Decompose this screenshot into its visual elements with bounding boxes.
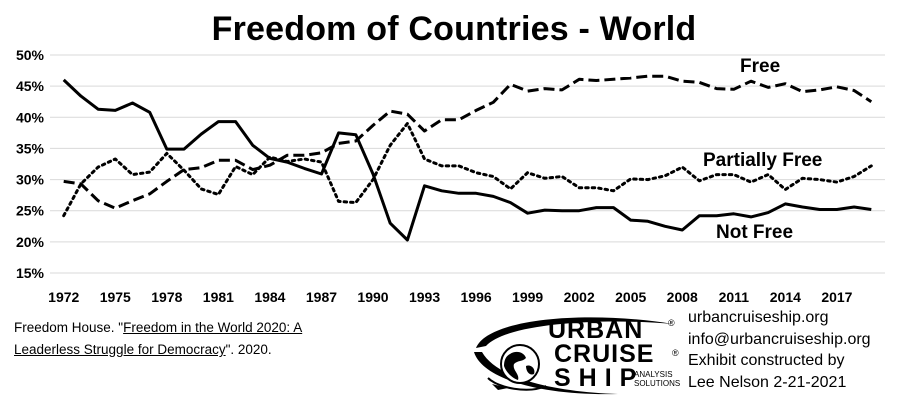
- logo-text-ship: SHIP: [554, 364, 645, 392]
- contact-block: urbancruiseship.org info@urbancruiseship…: [688, 307, 871, 393]
- contact-website[interactable]: urbancruiseship.org: [688, 309, 829, 326]
- x-tick-label: 2017: [821, 289, 852, 305]
- y-tick-label: 30%: [16, 172, 45, 188]
- contact-author-date: Lee Nelson 2-21-2021: [688, 373, 847, 391]
- contact-email[interactable]: info@urbancruiseship.org: [688, 330, 871, 348]
- source-citation: Freedom House. "Freedom in the World 202…: [14, 317, 344, 361]
- x-tick-label: 2014: [770, 289, 801, 305]
- x-axis-ticks: 1972 1975 1978 1981 1984 1987 1990 1993 1996 1999…: [48, 289, 853, 305]
- y-tick-label: 40%: [16, 109, 45, 125]
- x-tick-label: 1999: [512, 289, 543, 305]
- x-tick-label: 1990: [357, 289, 388, 305]
- y-tick-label: 20%: [16, 234, 45, 250]
- series-line-partially-free: [62, 122, 873, 218]
- logo-registered-mark-2: ®: [672, 348, 679, 358]
- chart-title: Freedom of Countries - World: [211, 10, 697, 48]
- citation-prefix: Freedom House. ": [14, 320, 124, 335]
- line-chart: 50% 45% 40% 35% 30% 25% 20% 15% 1972 1975 1978 198…: [16, 47, 885, 305]
- x-tick-label: 1987: [306, 289, 337, 305]
- x-tick-label: 1972: [48, 289, 79, 305]
- y-tick-label: 15%: [16, 265, 45, 281]
- x-tick-label: 1984: [254, 289, 285, 305]
- y-tick-label: 35%: [16, 140, 45, 156]
- x-tick-label: 2011: [719, 289, 750, 305]
- series-line-free: [63, 74, 873, 210]
- x-tick-label: 2008: [667, 289, 698, 305]
- contact-credit: Exhibit constructed by: [688, 352, 845, 369]
- x-tick-label: 1978: [151, 289, 182, 305]
- citation-link[interactable]: Freedom in the World 2020: A Leaderless …: [14, 320, 303, 357]
- series-labels: Free Partially Free Not Free: [703, 56, 822, 243]
- x-tick-label: 1975: [100, 289, 131, 305]
- logo-registered-mark: ®: [668, 318, 675, 328]
- series-line-not-free: [62, 78, 872, 242]
- logo-sub-solutions: SOLUTIONS: [634, 379, 681, 388]
- globe-ship-logo-icon: [474, 317, 673, 395]
- series-label-partially-free: Partially Free: [703, 150, 822, 171]
- series-label-not-free: Not Free: [716, 222, 793, 243]
- x-tick-label: 2005: [615, 289, 646, 305]
- logo-text-cruise: CRUISE: [554, 340, 655, 368]
- gridlines: [50, 54, 885, 274]
- logo-subtitle: ANALYSIS SOLUTIONS: [634, 370, 680, 388]
- series-label-free: Free: [740, 56, 780, 77]
- x-tick-label: 2002: [564, 289, 595, 305]
- logo-text-urban: URBAN: [548, 316, 644, 344]
- y-tick-label: 45%: [16, 78, 45, 94]
- y-axis-ticks: 50% 45% 40% 35% 30% 25% 20% 15%: [16, 47, 45, 281]
- citation-suffix: ". 2020.: [225, 342, 272, 357]
- y-tick-label: 25%: [16, 203, 45, 219]
- logo-sub-analysis: ANALYSIS: [634, 370, 673, 379]
- x-tick-label: 1996: [461, 289, 492, 305]
- series-lines: [62, 74, 873, 242]
- x-tick-label: 1981: [203, 289, 234, 305]
- y-tick-label: 50%: [16, 47, 45, 63]
- urban-cruise-ship-logo: URBAN CRUISE SHIP ® ® ANALYSIS SOLUTIONS: [468, 308, 683, 400]
- x-tick-label: 1993: [409, 289, 440, 305]
